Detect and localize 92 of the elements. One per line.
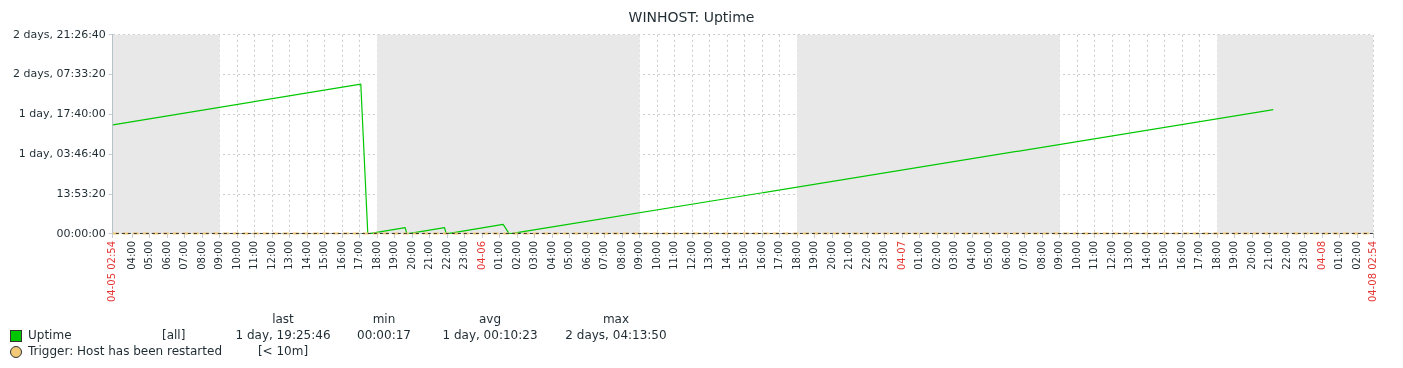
x-tick-label: 04-05 02:54 <box>106 240 118 303</box>
legend-label: Trigger: Host has been restarted <box>27 344 222 358</box>
x-tick-label: 20:00 <box>405 240 417 270</box>
y-tick-label: 1 day, 03:46:40 <box>18 147 106 161</box>
x-tick-label: 12:00 <box>265 240 277 270</box>
x-tick-label: 11:00 <box>248 240 260 270</box>
x-tick-label: 18:00 <box>370 240 382 270</box>
text: avg <box>477 312 503 326</box>
x-tick-label: 08:00 <box>195 240 207 270</box>
x-tick-label: 16:00 <box>1175 240 1187 270</box>
x-tick-label: 23:00 <box>878 240 890 270</box>
x-tick-label: 22:00 <box>860 240 872 270</box>
x-tick-label: 15:00 <box>318 240 330 270</box>
y-tick-label: 1 day, 17:40:00 <box>18 107 106 121</box>
x-tick-label: 02:00 <box>930 240 942 270</box>
text: 1 day, 19:25:46 <box>234 328 332 342</box>
x-tick-label: 05:00 <box>143 240 155 270</box>
x-tick-label: 11:00 <box>1088 240 1100 270</box>
text: last <box>271 312 295 326</box>
x-tick-label: 18:00 <box>1210 240 1222 270</box>
x-tick-label: 21:00 <box>1263 240 1275 270</box>
x-tick-label: 17:00 <box>353 240 365 270</box>
x-tick-label: 12:00 <box>1105 240 1117 270</box>
text: 2 days, 04:13:50 <box>564 328 668 342</box>
x-tick-label: 14:00 <box>1140 240 1152 270</box>
x-tick-label: 09:00 <box>633 240 645 270</box>
x-tick-label: 08:00 <box>615 240 627 270</box>
x-tick-label: 23:00 <box>458 240 470 270</box>
chart-title: WINHOST: Uptime <box>628 9 755 26</box>
x-tick-label: 10:00 <box>650 240 662 270</box>
x-tick-label: 07:00 <box>598 240 610 270</box>
text: [all] <box>162 328 187 342</box>
x-tick-label: 01:00 <box>493 240 505 270</box>
x-tick-label: 13:00 <box>283 240 295 270</box>
x-tick-label: 18:00 <box>790 240 802 270</box>
x-tick-label: 23:00 <box>1298 240 1310 270</box>
x-tick-label: 12:00 <box>685 240 697 270</box>
x-tick-label: 04-06 <box>475 240 487 271</box>
x-tick-label: 04:00 <box>545 240 557 270</box>
x-tick-label: 04-08 02:54 <box>1366 240 1378 303</box>
x-tick-label: 22:00 <box>440 240 452 270</box>
x-tick-label: 04-08 <box>1315 240 1327 271</box>
x-tick-label: 11:00 <box>668 240 680 270</box>
legend-label: Uptime <box>27 328 73 342</box>
x-tick-label: 17:00 <box>773 240 785 270</box>
x-tick-label: 19:00 <box>1228 240 1240 270</box>
x-tick-label: 16:00 <box>755 240 767 270</box>
x-tick-label: 08:00 <box>1035 240 1047 270</box>
x-tick-label: 05:00 <box>983 240 995 270</box>
x-tick-label: 04-07 <box>895 240 907 271</box>
y-tick-label: 2 days, 07:33:20 <box>13 67 106 81</box>
x-tick-label: 13:00 <box>1123 240 1135 270</box>
x-tick-label: 07:00 <box>1018 240 1030 270</box>
x-tick-label: 06:00 <box>1000 240 1012 270</box>
x-tick-label: 04:00 <box>965 240 977 270</box>
x-tick-label: 10:00 <box>1070 240 1082 270</box>
x-tick-label: 10:00 <box>230 240 242 270</box>
x-tick-label: 19:00 <box>388 240 400 270</box>
x-tick-label: 14:00 <box>720 240 732 270</box>
x-tick-label: 06:00 <box>580 240 592 270</box>
text: min <box>371 312 397 326</box>
x-tick-label: 22:00 <box>1280 240 1292 270</box>
x-tick-label: 06:00 <box>160 240 172 270</box>
x-tick-label: 05:00 <box>563 240 575 270</box>
x-tick-label: 16:00 <box>335 240 347 270</box>
x-tick-label: 04:00 <box>125 240 137 270</box>
x-tick-label: 13:00 <box>703 240 715 270</box>
x-tick-label: 21:00 <box>423 240 435 270</box>
text: max <box>601 312 631 326</box>
x-tick-label: 02:00 <box>510 240 522 270</box>
y-tick-label: 2 days, 21:26:40 <box>13 27 106 41</box>
text: 00:00:17 <box>356 328 412 342</box>
y-tick-label: 13:53:20 <box>56 186 106 200</box>
x-tick-label: 01:00 <box>1333 240 1345 270</box>
x-tick-label: 21:00 <box>843 240 855 270</box>
x-tick-label: 01:00 <box>913 240 925 270</box>
x-tick-label: 20:00 <box>1245 240 1257 270</box>
x-tick-label: 02:00 <box>1350 240 1362 270</box>
x-tick-label: 20:00 <box>825 240 837 270</box>
x-tick-label: 15:00 <box>1158 240 1170 270</box>
x-tick-label: 07:00 <box>178 240 190 270</box>
text: 1 day, 00:10:23 <box>441 328 539 342</box>
y-tick-label: 00:00:00 <box>56 226 106 240</box>
x-tick-label: 03:00 <box>528 240 540 270</box>
text: [< 10m] <box>256 344 310 358</box>
x-tick-label: 09:00 <box>1053 240 1065 270</box>
x-tick-label: 17:00 <box>1193 240 1205 270</box>
x-tick-label: 03:00 <box>948 240 960 270</box>
x-tick-label: 14:00 <box>300 240 312 270</box>
x-tick-label: 09:00 <box>213 240 225 270</box>
x-tick-label: 15:00 <box>738 240 750 270</box>
x-tick-label: 19:00 <box>808 240 820 270</box>
